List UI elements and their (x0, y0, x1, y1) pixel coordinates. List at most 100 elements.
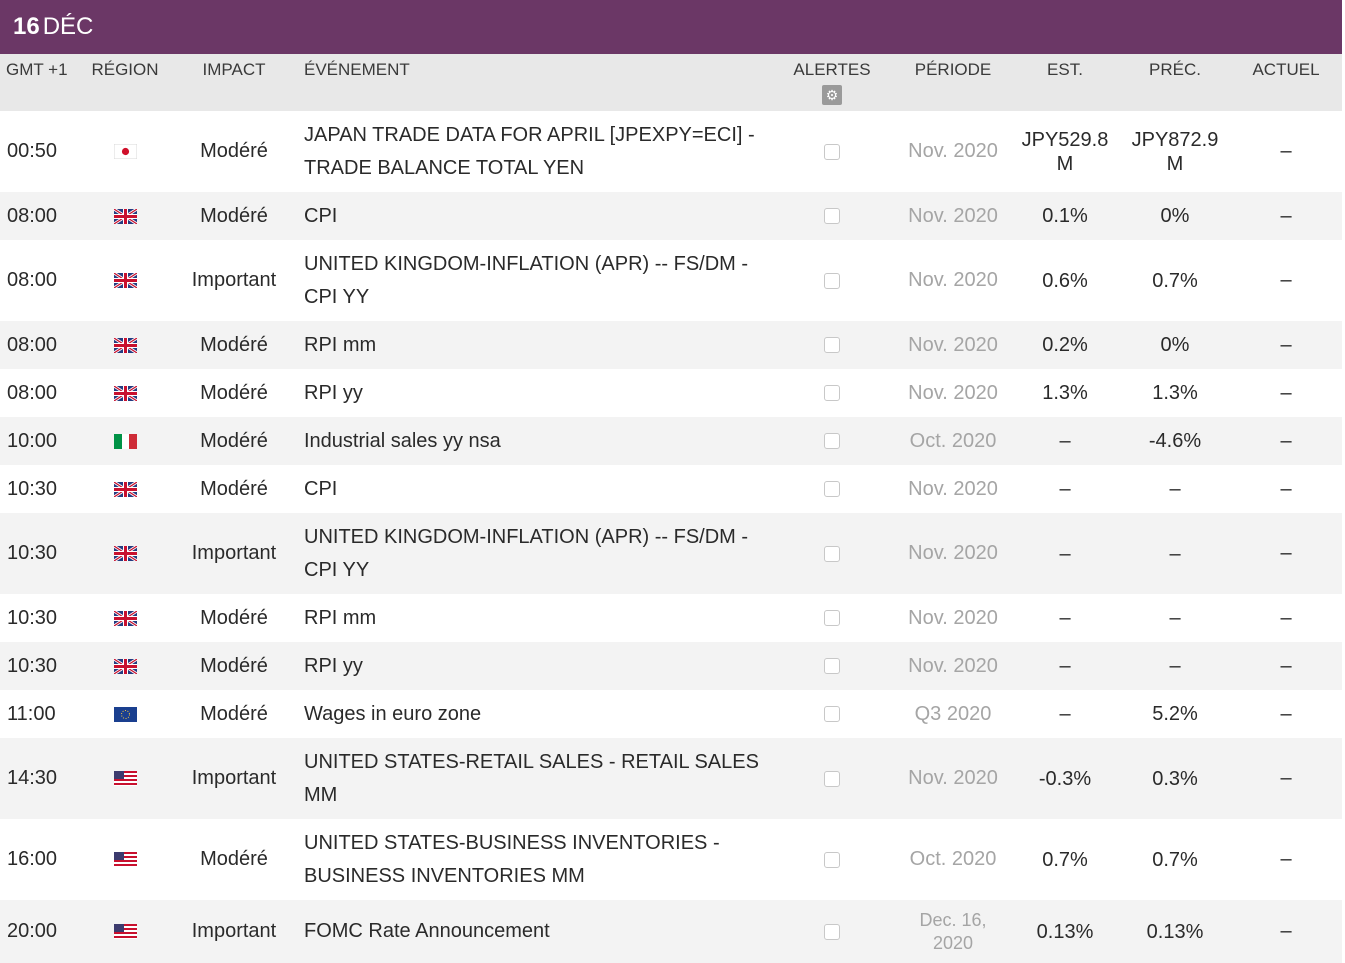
event-name[interactable]: RPI mm (304, 606, 377, 629)
checkbox-icon[interactable] (824, 481, 840, 498)
checkbox-icon[interactable] (824, 433, 840, 450)
header-prec[interactable]: PRÉC. (1149, 60, 1201, 79)
checkbox-icon[interactable] (824, 658, 840, 675)
event-period: Q3 2020 (914, 702, 992, 725)
event-est: – (1059, 703, 1071, 725)
event-est: – (1059, 655, 1071, 677)
checkbox-icon[interactable] (824, 770, 840, 787)
header-actual[interactable]: ACTUEL (1252, 60, 1320, 79)
table-row[interactable]: 08:00 Important UNITED KINGDOM-INFLATION (… (0, 240, 1342, 321)
event-actual: – (1280, 702, 1292, 725)
region-flag (80, 382, 170, 405)
event-prec: – (1169, 542, 1181, 565)
table-row[interactable]: 00:50 Modéré JAPAN TRADE DATA FOR APRIL [J… (0, 111, 1342, 192)
event-name[interactable]: UNITED KINGDOM-INFLATION (APR) -- FS/DM … (304, 525, 749, 581)
date-header: 16 DÉC (0, 0, 1342, 54)
event-name[interactable]: CPI (304, 477, 338, 500)
header-time[interactable]: GMT +1 (6, 60, 68, 79)
event-actual: – (1280, 269, 1292, 291)
event-impact: Modéré (200, 140, 268, 162)
event-name[interactable]: UNITED STATES-RETAIL SALES - RETAIL SALE… (304, 750, 759, 806)
event-name[interactable]: RPI mm (304, 333, 377, 356)
event-period: Nov. 2020 (908, 381, 998, 404)
event-period: Nov. 2020 (908, 269, 998, 291)
event-est: JPY529.8 M (1021, 128, 1109, 175)
table-row[interactable]: 14:30 Important UNITED STATES-RETAIL SALES… (0, 738, 1342, 819)
header-region[interactable]: RÉGION (91, 60, 159, 79)
table-row[interactable]: 20:00 Important FOMC Rate Announcement Dec.… (0, 900, 1342, 963)
us-flag-icon (113, 767, 137, 789)
checkbox-icon[interactable] (824, 706, 840, 723)
table-row[interactable]: 08:00 Modéré RPI yy Nov. 2020 1.3% 1.3% – (0, 369, 1342, 417)
header-impact[interactable]: IMPACT (202, 60, 266, 79)
alert-cell (768, 205, 896, 228)
header-event[interactable]: ÉVÉNEMENT (304, 60, 410, 79)
event-actual: – (1280, 654, 1292, 677)
event-time: 08:00 (7, 333, 58, 356)
checkbox-icon[interactable] (824, 851, 840, 868)
event-time: 08:00 (7, 204, 58, 227)
event-prec: 0.7% (1152, 848, 1198, 871)
column-headers: GMT +1 RÉGION IMPACT ÉVÉNEMENT ALERTES ⚙… (0, 54, 1342, 111)
event-est: – (1059, 542, 1071, 565)
event-name[interactable]: UNITED STATES-BUSINESS INVENTORIES - BUS… (304, 831, 720, 887)
checkbox-icon[interactable] (824, 337, 840, 354)
region-flag (80, 848, 170, 871)
event-name[interactable]: CPI (304, 204, 338, 227)
table-row[interactable]: 08:00 Modéré RPI mm Nov. 2020 0.2% 0% – (0, 321, 1342, 369)
event-prec: 0.7% (1152, 269, 1198, 292)
event-name[interactable]: RPI yy (304, 654, 363, 677)
event-prec: 5.2% (1152, 703, 1198, 725)
header-alerts-label: ALERTES (793, 60, 871, 79)
event-name[interactable]: Industrial sales yy nsa (304, 429, 501, 452)
event-name[interactable]: UNITED KINGDOM-INFLATION (APR) -- FS/DM … (304, 252, 749, 308)
event-est: 0.6% (1042, 269, 1088, 292)
table-row[interactable]: 10:00 Modéré Industrial sales yy nsa Oct. 2… (0, 417, 1342, 465)
event-period: Nov. 2020 (908, 542, 998, 564)
alert-cell (768, 478, 896, 501)
checkbox-icon[interactable] (824, 208, 840, 225)
event-actual: – (1280, 767, 1292, 789)
table-row[interactable]: 16:00 Modéré UNITED STATES-BUSINESS INVENT… (0, 819, 1342, 900)
table-row[interactable]: 11:00 Modéré Wages in euro zone Q3 2020 – 5.2… (0, 690, 1342, 738)
event-name[interactable]: RPI yy (304, 381, 363, 404)
event-time: 14:30 (7, 767, 58, 789)
event-actual: – (1280, 606, 1292, 629)
event-actual: – (1280, 542, 1292, 564)
table-row[interactable]: 10:30 Modéré RPI mm Nov. 2020 – – – (0, 594, 1342, 642)
event-period: Nov. 2020 (908, 333, 998, 356)
event-time: 11:00 (7, 702, 56, 725)
event-name[interactable]: FOMC Rate Announcement (304, 920, 550, 942)
alert-cell (768, 140, 896, 163)
header-est[interactable]: EST. (1047, 60, 1083, 79)
checkbox-icon[interactable] (824, 143, 840, 160)
event-time: 10:30 (7, 606, 58, 629)
gear-icon[interactable]: ⚙ (822, 85, 842, 105)
header-period[interactable]: PÉRIODE (914, 60, 992, 79)
table-row[interactable]: 10:30 Modéré RPI yy Nov. 2020 – – – (0, 642, 1342, 690)
checkbox-icon[interactable] (824, 385, 840, 402)
eu-flag-icon (113, 703, 137, 725)
event-prec: 0% (1160, 334, 1190, 356)
event-period: Oct. 2020 (909, 848, 997, 870)
event-impact: Important (191, 767, 277, 789)
alert-cell (768, 430, 896, 453)
event-name[interactable]: JAPAN TRADE DATA FOR APRIL [JPEXPY=ECI] … (304, 123, 755, 179)
checkbox-icon[interactable] (824, 545, 840, 562)
event-impact: Modéré (200, 606, 268, 629)
alert-cell (768, 767, 896, 790)
event-time: 08:00 (7, 269, 58, 291)
uk-flag-icon (113, 269, 137, 291)
event-period: Oct. 2020 (909, 429, 997, 452)
table-row[interactable]: 08:00 Modéré CPI Nov. 2020 0.1% 0% – (0, 192, 1342, 240)
table-row[interactable]: 10:30 Modéré CPI Nov. 2020 – – – (0, 465, 1342, 513)
event-actual: – (1280, 381, 1292, 404)
event-actual: – (1280, 477, 1292, 500)
table-row[interactable]: 10:30 Important UNITED KINGDOM-INFLATION (… (0, 513, 1342, 594)
event-period: Nov. 2020 (908, 606, 998, 629)
checkbox-icon[interactable] (824, 923, 840, 940)
japan-flag-icon (113, 140, 137, 162)
event-name[interactable]: Wages in euro zone (304, 702, 482, 725)
checkbox-icon[interactable] (824, 610, 840, 627)
checkbox-icon[interactable] (824, 272, 840, 289)
